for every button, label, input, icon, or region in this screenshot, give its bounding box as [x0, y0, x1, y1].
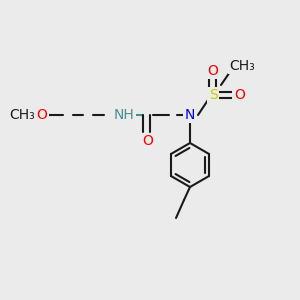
Text: O: O	[235, 88, 245, 102]
Text: NH: NH	[114, 108, 134, 122]
Text: O: O	[37, 108, 47, 122]
Text: O: O	[142, 134, 153, 148]
Text: O: O	[208, 64, 218, 78]
Text: N: N	[185, 108, 195, 122]
Text: S: S	[208, 88, 217, 102]
Text: CH₃: CH₃	[229, 59, 255, 73]
Text: CH₃: CH₃	[9, 108, 35, 122]
